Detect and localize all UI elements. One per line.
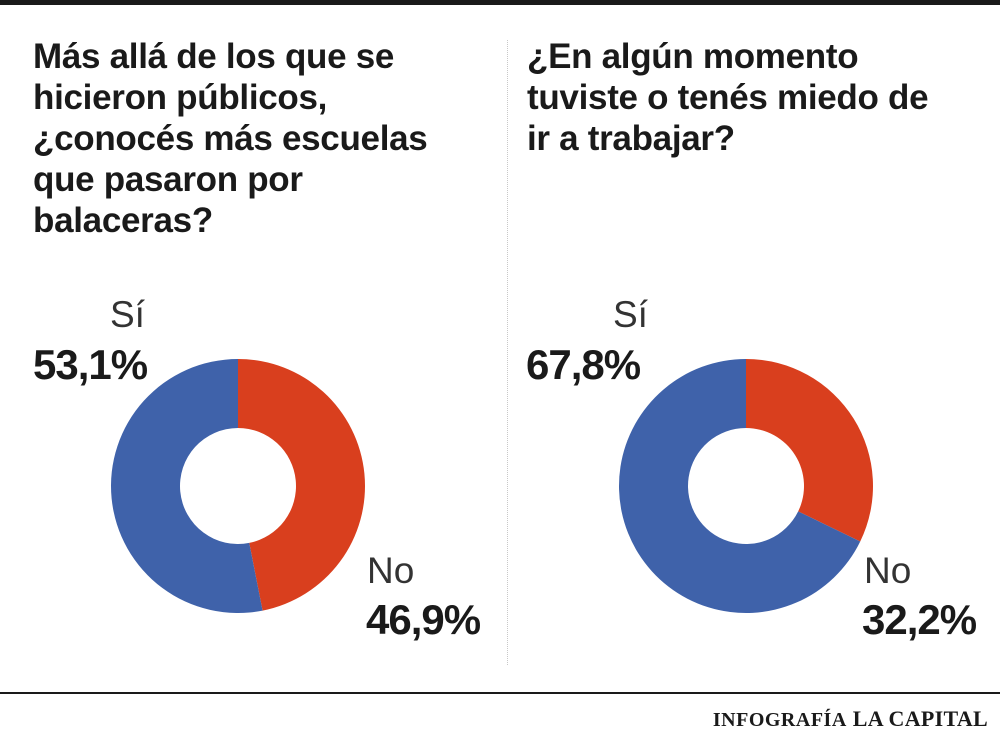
- bottom-rule: [0, 692, 1000, 694]
- donut-slice-no: [238, 359, 366, 611]
- chart-1-label-si: Sí: [110, 294, 145, 335]
- credit-prefix: INFOGRAFÍA: [712, 709, 847, 731]
- top-rule: [0, 0, 1000, 5]
- credit-brand: LA CAPITAL: [852, 706, 988, 731]
- column-divider: [507, 40, 508, 665]
- donut-slice-si: [111, 359, 263, 613]
- chart-1-value-no: 46,9%: [366, 596, 481, 643]
- chart-1-value-si: 53,1%: [33, 341, 148, 388]
- chart-2-value-no: 32,2%: [862, 596, 977, 643]
- chart-1-label-no: No: [367, 550, 415, 591]
- chart-1-donut: [111, 359, 366, 613]
- chart-2-label-si: Sí: [613, 294, 648, 335]
- chart-2-value-si: 67,8%: [526, 341, 641, 388]
- chart-1-title: Más allá de los que se hicieron públicos…: [33, 37, 428, 240]
- donut-slice-si: [619, 359, 861, 613]
- chart-2-donut: [619, 359, 873, 613]
- donut-slice-no: [746, 359, 873, 542]
- chart-2-label-no: No: [864, 550, 912, 591]
- chart-2-title: ¿En algún momento tuviste o tenés miedo …: [527, 37, 929, 158]
- credit-line: INFOGRAFÍA LA CAPITAL: [713, 706, 988, 732]
